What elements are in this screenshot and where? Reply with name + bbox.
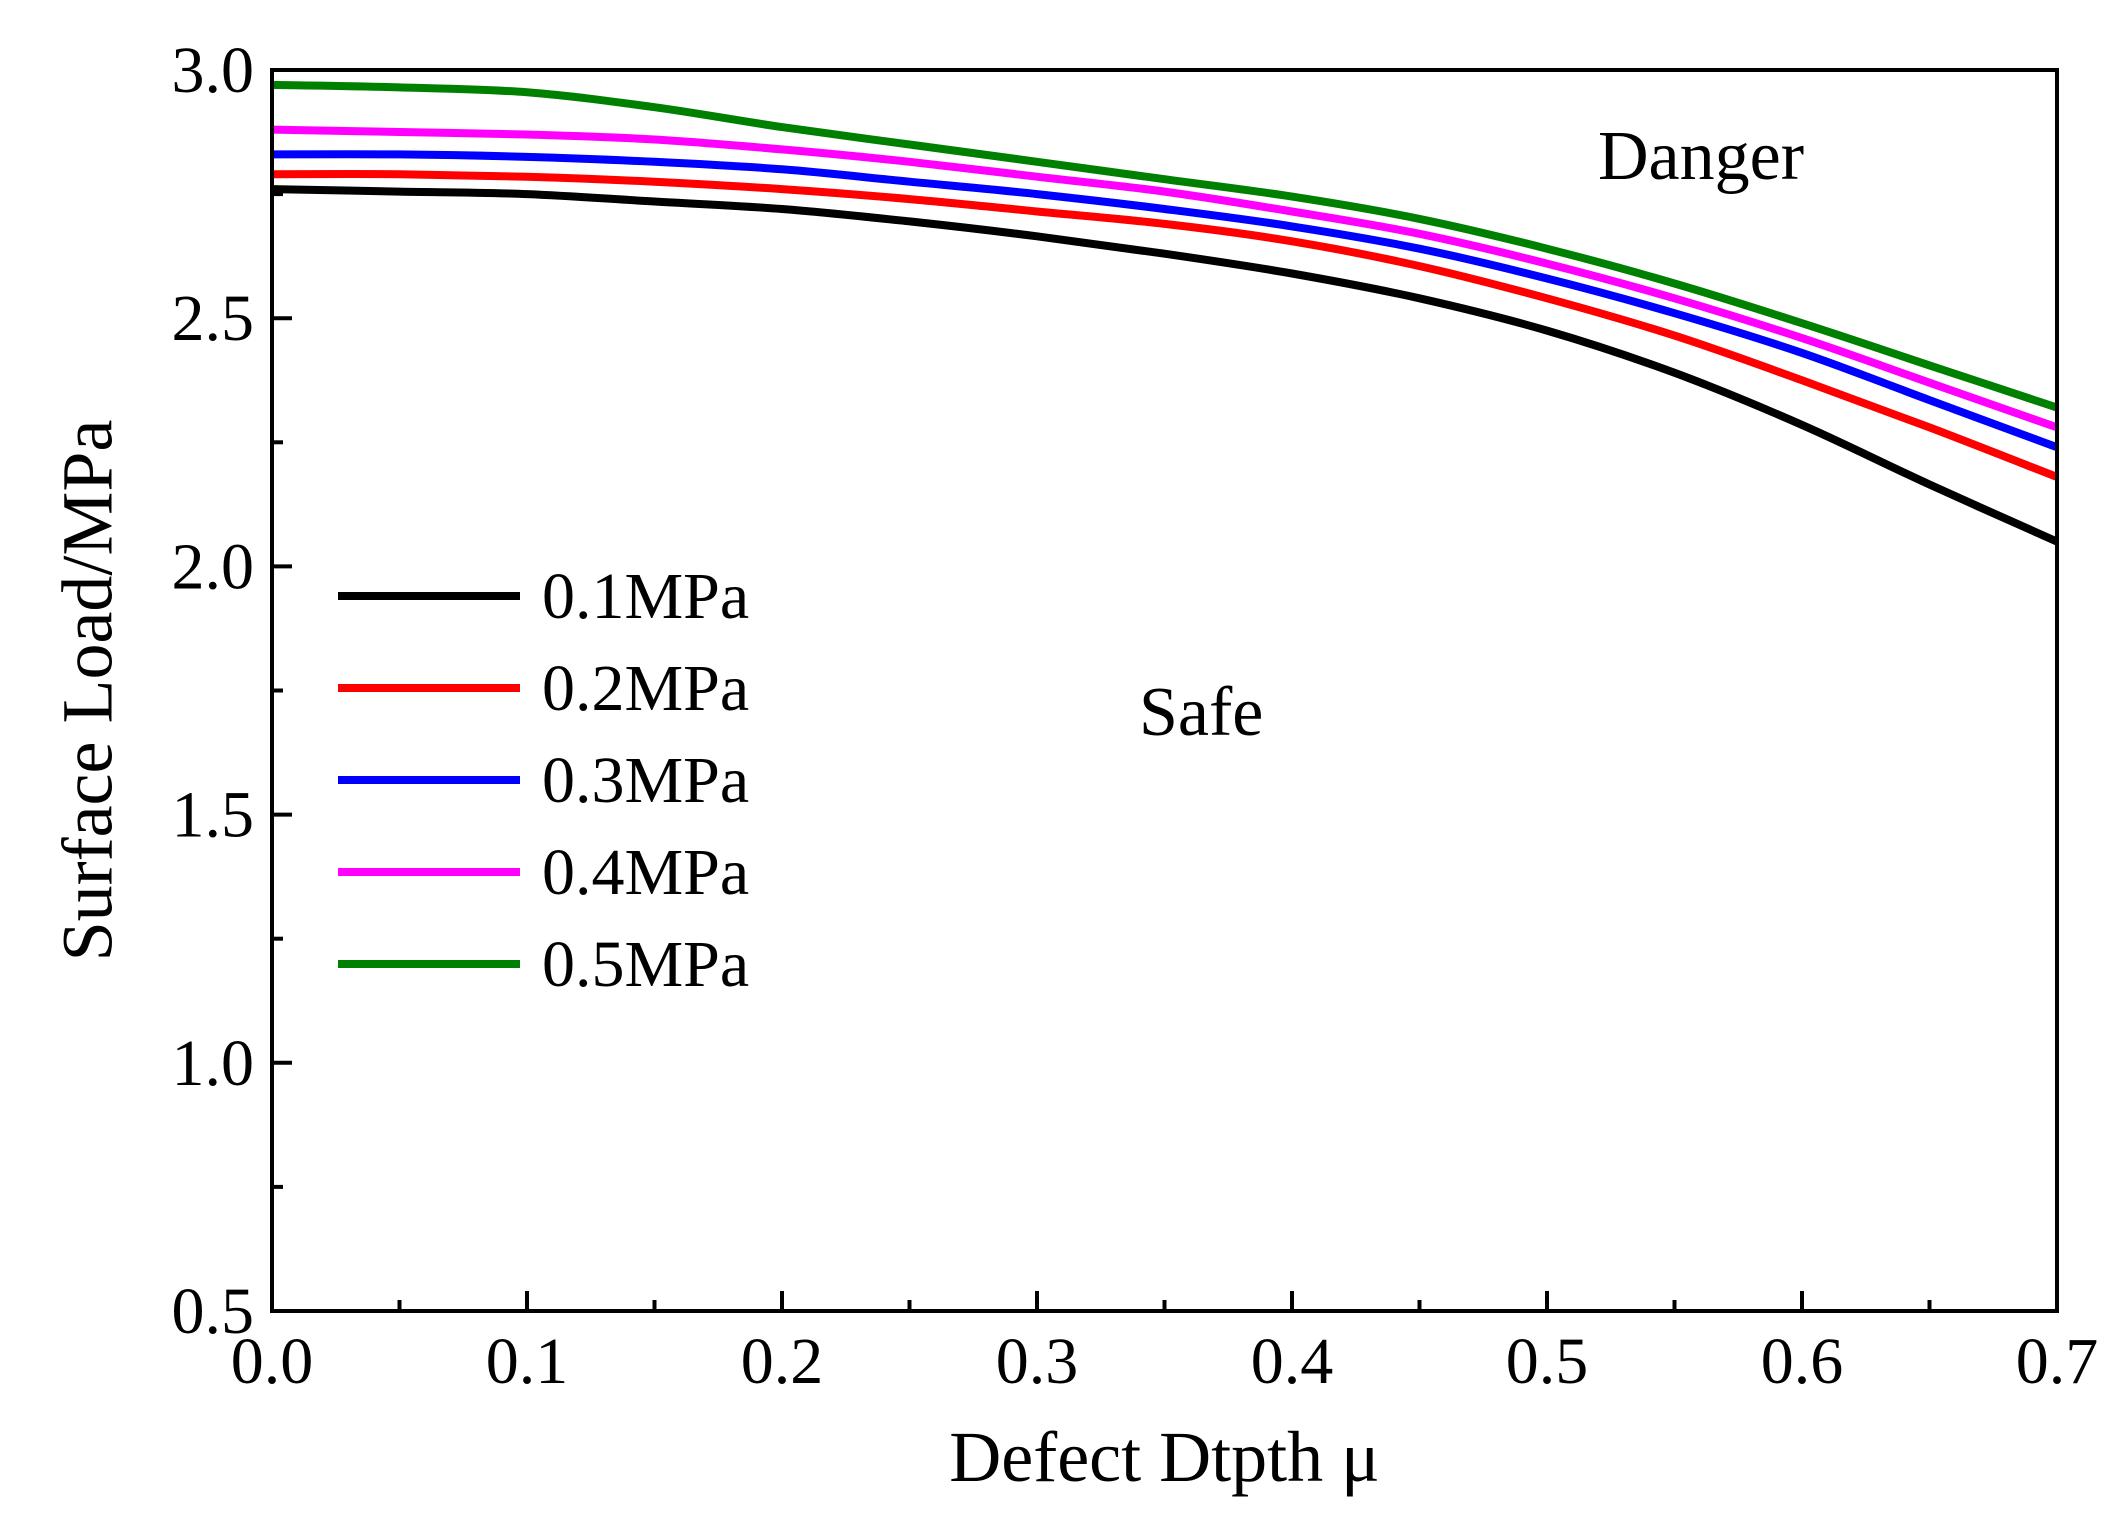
y-tick-label: 2.5: [172, 282, 255, 355]
y-axis-title: Surface Load/MPa: [48, 420, 128, 962]
x-tick-label: 0.3: [996, 1325, 1079, 1398]
x-tick-label: 0.5: [1506, 1325, 1589, 1398]
series-line-5: [271, 80, 2059, 412]
series-line-2: [271, 170, 2059, 481]
y-tick-label: 2.0: [172, 530, 255, 603]
legend: 0.1MPa 0.2MPa 0.3MPa 0.4MPa 0.5MPa: [338, 560, 749, 1001]
annotation-danger: Danger: [1598, 118, 1804, 195]
legend-label-3: 0.3MPa: [542, 744, 749, 817]
x-tick-label: 0.2: [741, 1325, 824, 1398]
legend-label-1: 0.1MPa: [542, 560, 749, 633]
legend-label-5: 0.5MPa: [542, 928, 749, 1001]
x-tick-label: 0.1: [486, 1325, 569, 1398]
legend-label-2: 0.2MPa: [542, 652, 749, 725]
series-line-3: [271, 150, 2059, 452]
y-tick-label: 0.5: [172, 1275, 255, 1348]
x-tick-label: 0.6: [1761, 1325, 1844, 1398]
axes-layer: 0.0 0.1 0.2 0.3 0.4 0.5 0.6 0.7 0.5 1.0 1.5 2.0 2.5 3…: [172, 34, 2099, 1398]
y-tick-label: 1.5: [172, 779, 255, 852]
x-tick-label: 0.7: [2016, 1325, 2099, 1398]
legend-label-4: 0.4MPa: [542, 836, 749, 909]
y-tick-label: 1.0: [172, 1027, 255, 1100]
y-tick-label: 3.0: [172, 34, 255, 107]
annotations: Danger Safe: [1139, 118, 1804, 751]
series-line-1: [271, 185, 2059, 546]
x-axis-title: Defect Dtpth μ: [949, 1417, 1379, 1497]
annotation-safe: Safe: [1139, 674, 1263, 751]
x-tick-label: 0.4: [1251, 1325, 1334, 1398]
series-layer: [271, 80, 2059, 546]
x-tick-label: 0.0: [231, 1325, 314, 1398]
series-line-4: [271, 125, 2059, 432]
